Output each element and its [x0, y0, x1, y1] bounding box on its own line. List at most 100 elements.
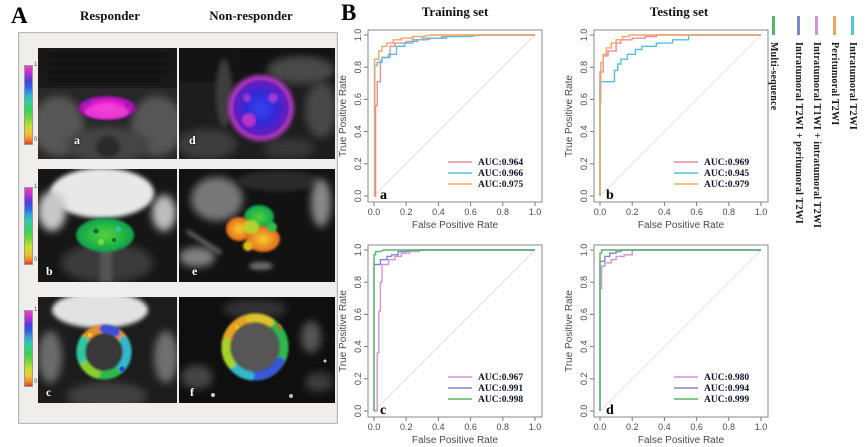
svg-text:False Positive Rate: False Positive Rate — [412, 220, 499, 231]
svg-text:0.8: 0.8 — [497, 422, 510, 432]
mri-letter-f: f — [190, 385, 194, 399]
colorbar-row2 — [24, 187, 33, 265]
svg-text:1.0: 1.0 — [579, 244, 589, 257]
svg-text:c: c — [380, 403, 386, 418]
svg-text:False Positive Rate: False Positive Rate — [638, 220, 725, 231]
mri-letter-a: a — [74, 133, 80, 147]
svg-text:0.0: 0.0 — [579, 190, 589, 203]
svg-text:AUC:0.979: AUC:0.979 — [704, 180, 749, 190]
svg-text:0.8: 0.8 — [353, 276, 363, 289]
svg-text:0.4: 0.4 — [658, 422, 671, 432]
legend-swatch-icon — [814, 16, 818, 35]
svg-text:1.0: 1.0 — [579, 29, 589, 42]
svg-text:AUC:0.975: AUC:0.975 — [478, 180, 523, 190]
mri-letter-e: e — [192, 264, 198, 278]
chart-title-training: Training set — [421, 4, 489, 19]
roc-chart-c: 0.0 0.0 0.2 0.2 0.4 0.4 0.6 0.6 0.8 0.8 1.0 1.0 Fals… — [338, 244, 543, 446]
svg-text:0.6: 0.6 — [579, 93, 589, 106]
svg-text:0.0: 0.0 — [368, 422, 381, 432]
svg-text:0.6: 0.6 — [464, 422, 477, 432]
svg-text:1.0: 1.0 — [353, 244, 363, 257]
svg-text:False Positive Rate: False Positive Rate — [412, 435, 499, 446]
sequence-legend: Intratumoral T1WI Intratumoral T2WI Peritu… — [766, 16, 868, 228]
svg-text:0.8: 0.8 — [579, 61, 589, 74]
mri-letter-d: d — [189, 133, 196, 147]
panel-b-label: B — [341, 0, 357, 25]
mri-letter-c: c — [46, 385, 52, 399]
legend-item: Intratumoral T2WI — [845, 16, 859, 130]
colorbar-row3 — [24, 310, 33, 387]
svg-text:AUC:0.999: AUC:0.999 — [704, 395, 749, 405]
legend-item: Multi-sequence — [766, 16, 780, 110]
svg-text:0.2: 0.2 — [353, 373, 363, 386]
svg-text:0.6: 0.6 — [353, 308, 363, 321]
svg-text:0.0: 0.0 — [579, 405, 589, 418]
colorbar-top-label: 1 — [34, 62, 38, 68]
mri-image-b — [38, 169, 177, 282]
colorbar-top-label: 1 — [34, 307, 38, 313]
svg-text:0.8: 0.8 — [723, 422, 736, 432]
mri-image-f — [179, 297, 335, 403]
legend-label: Peritumoral T2WI — [829, 42, 840, 126]
svg-text:0.0: 0.0 — [353, 190, 363, 203]
legend-swatch-icon — [796, 16, 800, 35]
svg-text:0.4: 0.4 — [432, 422, 445, 432]
svg-text:AUC:0.945: AUC:0.945 — [704, 169, 749, 179]
svg-text:AUC:0.998: AUC:0.998 — [478, 395, 523, 405]
svg-text:0.0: 0.0 — [594, 422, 607, 432]
svg-text:AUC:0.966: AUC:0.966 — [478, 169, 523, 179]
svg-text:True Positive Rate: True Positive Rate — [338, 75, 349, 157]
svg-text:0.8: 0.8 — [579, 276, 589, 289]
svg-text:AUC:0.994: AUC:0.994 — [704, 384, 749, 394]
svg-text:0.2: 0.2 — [353, 158, 363, 171]
colorbar-bottom-label: 0 — [34, 379, 38, 385]
roc-chart-d: 0.0 0.0 0.2 0.2 0.4 0.4 0.6 0.6 0.8 0.8 1.0 1.0 Fals… — [564, 244, 769, 446]
svg-text:0.4: 0.4 — [579, 340, 589, 353]
svg-text:1.0: 1.0 — [353, 29, 363, 42]
svg-text:AUC:0.967: AUC:0.967 — [478, 373, 523, 383]
svg-text:True Positive Rate: True Positive Rate — [564, 290, 575, 372]
svg-text:0.0: 0.0 — [594, 207, 607, 217]
mri-letter-b: b — [46, 264, 53, 278]
legend-label: Multi-sequence — [768, 42, 779, 111]
legend-item: Peritumoral T2WI — [827, 16, 841, 125]
svg-text:AUC:0.969: AUC:0.969 — [704, 158, 749, 168]
svg-text:True Positive Rate: True Positive Rate — [564, 75, 575, 157]
mri-image-d — [179, 48, 335, 159]
svg-text:True Positive Rate: True Positive Rate — [338, 290, 349, 372]
roc-chart-a: 0.0 0.0 0.2 0.2 0.4 0.4 0.6 0.6 0.8 0.8 1.0 1.0 Fals… — [338, 29, 543, 231]
svg-text:0.2: 0.2 — [626, 207, 639, 217]
svg-text:0.4: 0.4 — [432, 207, 445, 217]
legend-swatch-icon — [850, 16, 854, 35]
legend-label: Intratumoral T2WI + peritumoral T2WI — [793, 42, 804, 224]
svg-text:1.0: 1.0 — [529, 207, 542, 217]
svg-text:1.0: 1.0 — [755, 207, 768, 217]
svg-text:b: b — [606, 188, 614, 203]
legend-item: Intratumoral T1WI + intratumoral T2WI — [809, 16, 823, 228]
legend-item: Intratumoral T1WI — [863, 16, 868, 130]
colorbar-bottom-label: 0 — [34, 257, 38, 263]
svg-text:0.2: 0.2 — [579, 158, 589, 171]
mri-image-a — [38, 48, 177, 159]
svg-text:False Positive Rate: False Positive Rate — [638, 435, 725, 446]
mri-image-c — [38, 297, 177, 403]
svg-text:0.4: 0.4 — [658, 207, 671, 217]
svg-text:0.8: 0.8 — [723, 207, 736, 217]
svg-text:0.2: 0.2 — [400, 422, 413, 432]
legend-label: Intratumoral T1WI — [865, 42, 868, 130]
svg-text:AUC:0.980: AUC:0.980 — [704, 373, 749, 383]
legend-item: Intratumoral T2WI + peritumoral T2WI — [791, 16, 805, 224]
svg-text:0.2: 0.2 — [400, 207, 413, 217]
legend-swatch-icon — [771, 16, 775, 35]
svg-text:AUC:0.964: AUC:0.964 — [478, 158, 523, 168]
svg-text:0.0: 0.0 — [353, 405, 363, 418]
colorbar-row1 — [24, 65, 33, 145]
svg-text:d: d — [606, 403, 614, 418]
svg-text:0.2: 0.2 — [579, 373, 589, 386]
svg-text:AUC:0.991: AUC:0.991 — [478, 384, 523, 394]
svg-text:0.6: 0.6 — [690, 207, 703, 217]
svg-text:0.0: 0.0 — [368, 207, 381, 217]
svg-text:0.6: 0.6 — [464, 207, 477, 217]
colorbar-bottom-label: 0 — [34, 137, 38, 143]
svg-text:0.6: 0.6 — [690, 422, 703, 432]
